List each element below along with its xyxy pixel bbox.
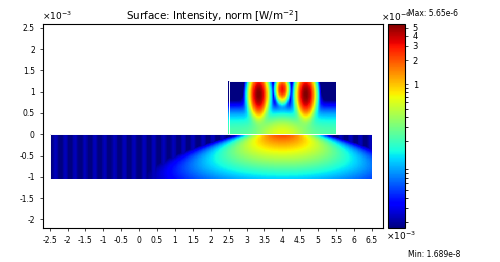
Title: $\times10^{-6}$: $\times10^{-6}$ — [381, 10, 412, 23]
Bar — [228, 81, 336, 134]
Text: $\times10^{-3}$: $\times10^{-3}$ — [386, 230, 416, 242]
Text: $\times10^{-3}$: $\times10^{-3}$ — [42, 9, 72, 21]
Title: Surface: Intensity, norm [W/m$^{-2}$]: Surface: Intensity, norm [W/m$^{-2}$] — [126, 8, 299, 24]
Text: Max: 5.65e-6: Max: 5.65e-6 — [408, 9, 458, 18]
Text: Min: 1.689e-8: Min: 1.689e-8 — [408, 250, 460, 259]
Bar — [50, 134, 372, 179]
